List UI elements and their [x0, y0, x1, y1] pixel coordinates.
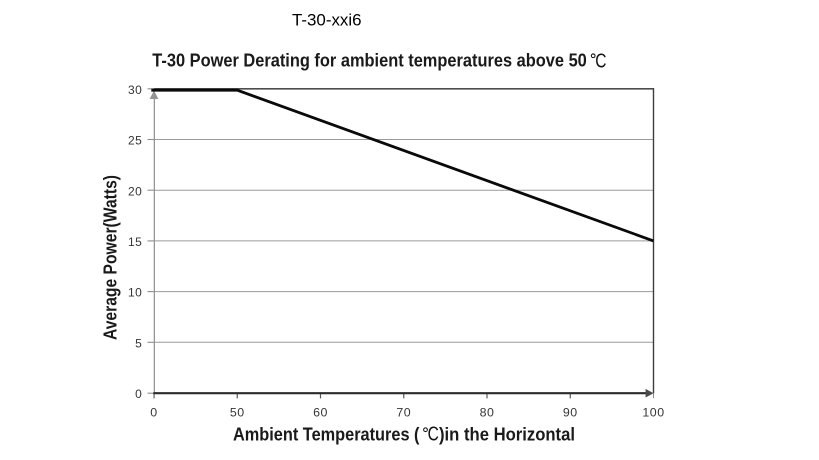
svg-text:T-30 Power Derating for ambien: T-30 Power Derating for ambient temperat… — [152, 50, 587, 71]
svg-text:)in the Horizontal: )in the Horizontal — [439, 424, 575, 444]
svg-text:Average Power(Watts): Average Power(Watts) — [101, 175, 121, 340]
svg-text:20: 20 — [128, 184, 142, 198]
svg-text:T-30-xxi6: T-30-xxi6 — [292, 12, 362, 30]
svg-text:C: C — [595, 50, 606, 72]
svg-text:60: 60 — [313, 406, 328, 420]
svg-text:Ambient Temperatures (: Ambient Temperatures ( — [233, 424, 420, 444]
svg-text:C: C — [428, 423, 439, 445]
svg-text:15: 15 — [128, 235, 142, 249]
svg-text:0: 0 — [135, 387, 142, 401]
svg-text:100: 100 — [642, 406, 664, 420]
svg-text:25: 25 — [128, 134, 142, 148]
svg-text:0: 0 — [150, 406, 157, 420]
svg-text:50: 50 — [230, 406, 245, 420]
svg-text:30: 30 — [128, 83, 142, 97]
svg-text:70: 70 — [396, 406, 411, 420]
svg-text:10: 10 — [128, 286, 142, 300]
svg-text:5: 5 — [135, 336, 142, 350]
svg-text:80: 80 — [480, 406, 495, 420]
svg-text:90: 90 — [563, 406, 578, 420]
